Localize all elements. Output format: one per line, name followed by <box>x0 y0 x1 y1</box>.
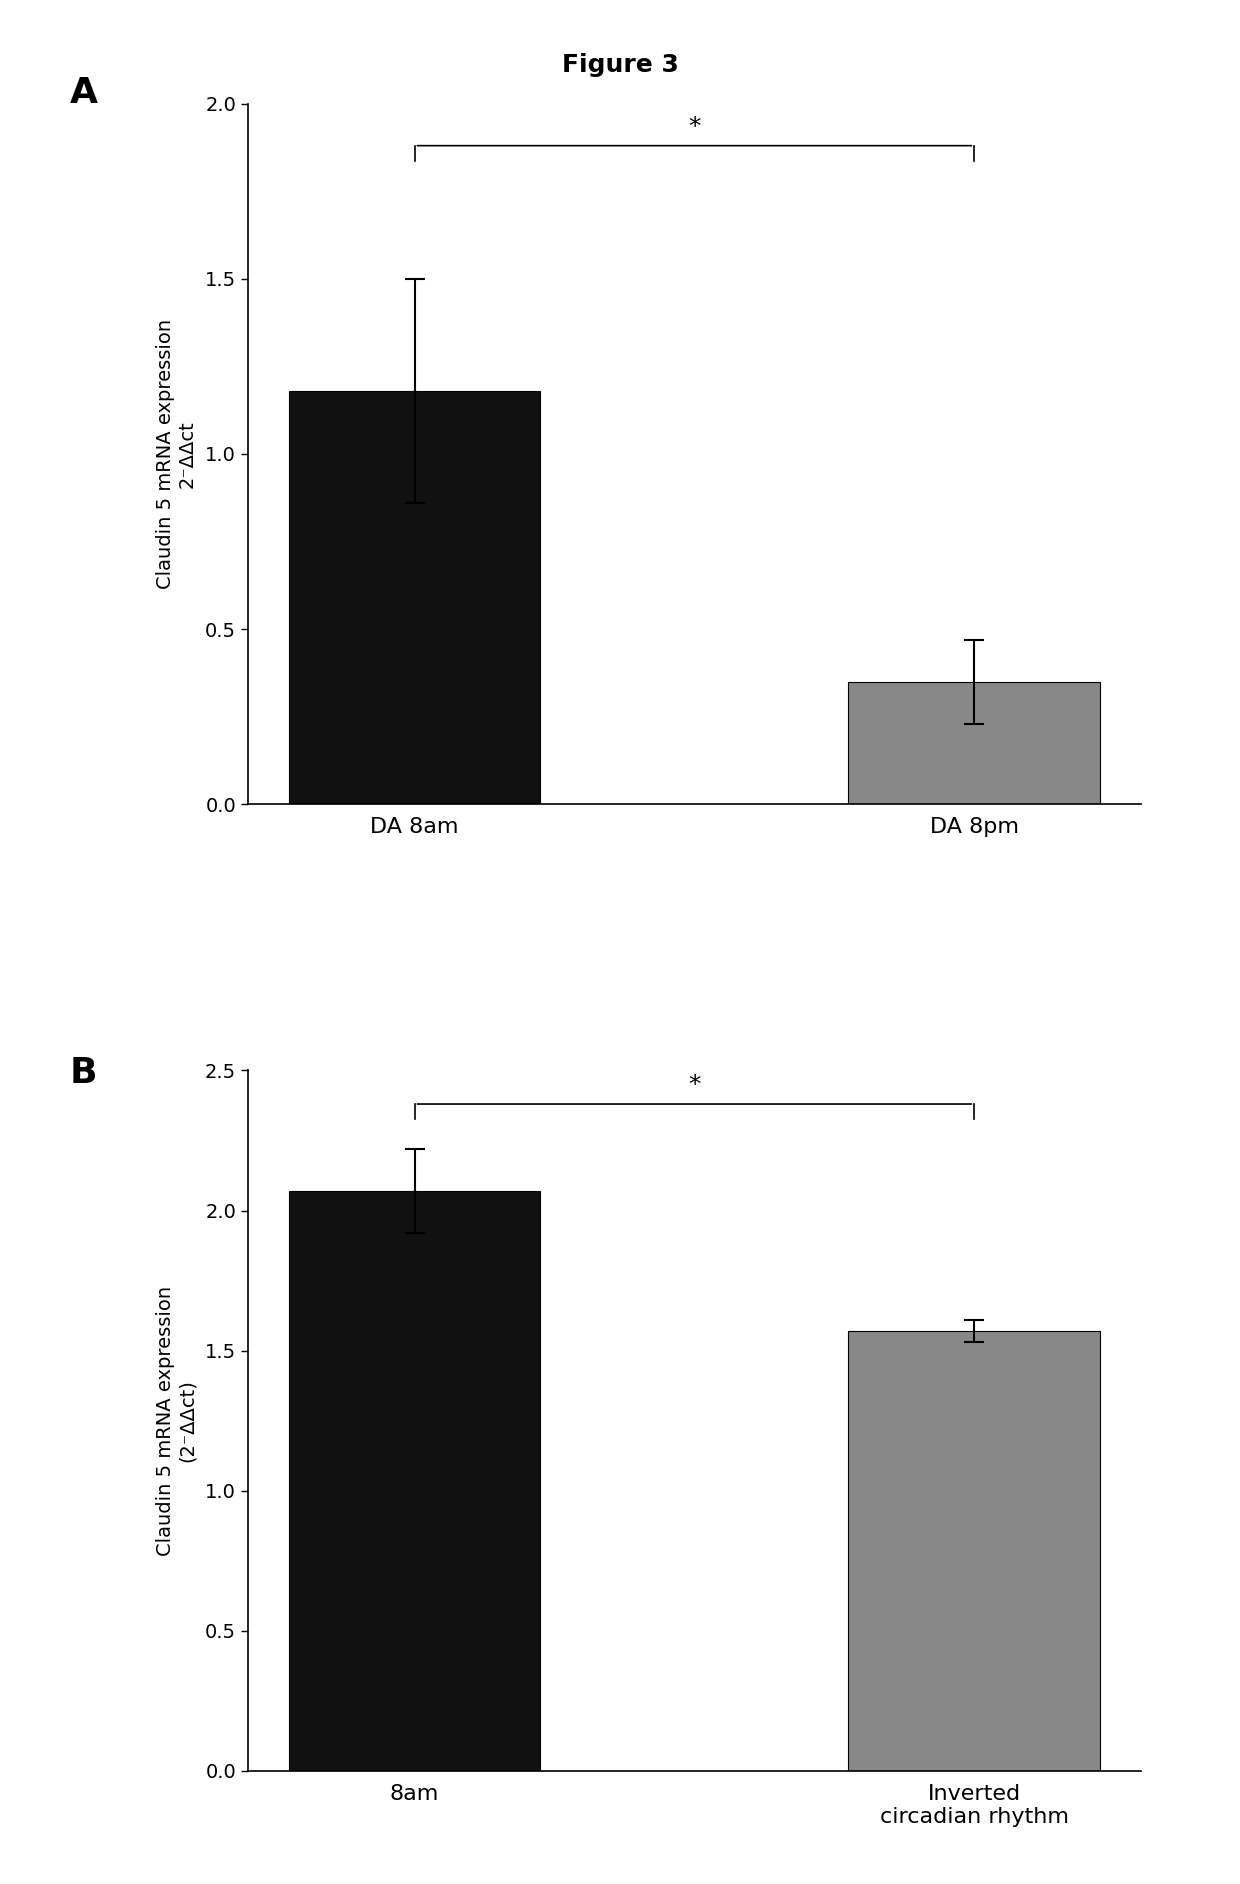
Bar <box>289 390 541 804</box>
Bar <box>848 1330 1100 1771</box>
Y-axis label: Claudin 5 mRNA expression
2⁻ΔΔct: Claudin 5 mRNA expression 2⁻ΔΔct <box>156 318 197 590</box>
Text: A: A <box>69 75 98 109</box>
Text: *: * <box>688 115 701 139</box>
Text: *: * <box>688 1074 701 1096</box>
Text: Figure 3: Figure 3 <box>562 53 678 77</box>
Y-axis label: Claudin 5 mRNA expression
(2⁻ΔΔct): Claudin 5 mRNA expression (2⁻ΔΔct) <box>156 1285 197 1556</box>
Text: B: B <box>69 1057 97 1091</box>
Bar <box>848 682 1100 804</box>
Bar <box>289 1191 541 1771</box>
